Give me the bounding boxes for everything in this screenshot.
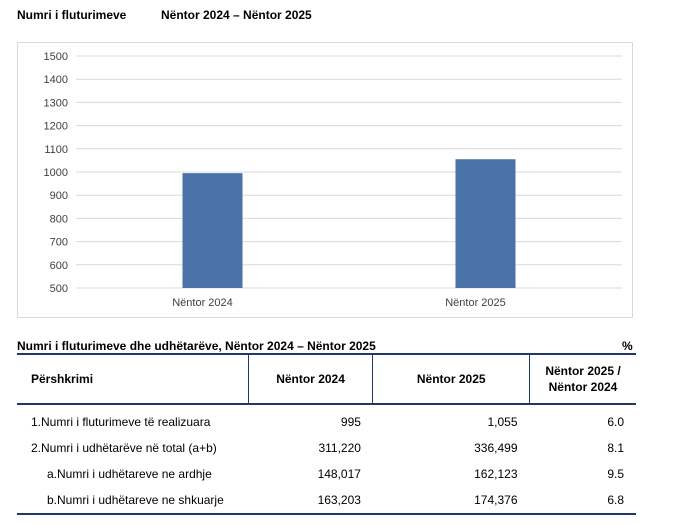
table-row: 1.Numri i fluturimeve të realizuara 995 … [17,404,636,435]
y-tick-label: 600 [50,260,68,272]
y-tick-label: 1400 [44,74,68,86]
table-row: b.Numri i udhëtareve ne shkuarje 163,203… [17,487,636,515]
row-value-change: 6.8 [529,487,636,515]
chart-title: Numri i fluturimeve Nëntor 2024 – Nëntor… [17,8,312,22]
header-description: Përshkrimi [17,353,249,405]
row-label: 2.Numri i udhëtarëve në total (a+b) [31,441,217,455]
table-row: a.Numri i udhëtareve ne ardhje 148,017 1… [17,461,636,487]
data-table: Përshkrimi Nëntor 2024 Nëntor 2025 Nënto… [17,353,636,515]
row-value-2024: 163,203 [248,487,373,515]
row-value-2024: 148,017 [317,467,361,481]
row-value-2025: 174,376 [372,487,530,515]
table-unit: % [622,339,633,353]
header-change-text: Nëntor 2025 / Nëntor 2024 [545,364,621,394]
bar-chart-svg: 500 600 700 800 900 1000 1100 1200 1300 1400 1500 N… [44,51,622,309]
row-value-change: 6.0 [607,415,624,429]
x-tick-label: Nëntor 2025 [445,297,506,309]
table-header-row: Përshkrimi Nëntor 2024 Nëntor 2025 Nënto… [17,353,636,405]
row-value-2025: 162,123 [474,467,518,481]
y-tick-label: 900 [50,190,68,202]
bar [455,159,516,288]
row-value-change: 8.1 [607,441,624,455]
row-label: 1.Numri i fluturimeve të realizuara [31,415,211,429]
row-label: a.Numri i udhëtareve ne ardhje [47,467,212,481]
row-value-2024: 995 [340,415,361,429]
header-nov-2024: Nëntor 2024 [247,353,373,405]
y-tick-label: 1300 [44,97,68,109]
row-value-2025: 1,055 [487,415,518,429]
y-tick-label: 800 [50,213,68,225]
row-label: b.Numri i udhëtareve ne shkuarje [17,487,249,515]
bar-chart: 500 600 700 800 900 1000 1100 1200 1300 1400 1500 N… [17,42,633,318]
row-value-change: 9.5 [607,467,624,481]
y-tick-label: 1000 [44,167,68,179]
y-tick-label: 1100 [44,144,68,156]
chart-title-text: Numri i fluturimeve [17,8,127,22]
table-row: 2.Numri i udhëtarëve në total (a+b) 311,… [17,435,636,461]
bar [182,173,243,288]
y-tick-label: 1200 [44,121,68,133]
table-title: Numri i fluturimeve dhe udhëtarëve, Nënt… [17,339,376,353]
chart-period: Nëntor 2024 – Nëntor 2025 [161,8,312,22]
x-tick-label: Nëntor 2024 [172,297,233,309]
y-tick-label: 700 [50,237,68,249]
y-tick-label: 1500 [44,51,68,63]
header-nov-2025: Nëntor 2025 [372,353,530,405]
header-change: Nëntor 2025 / Nëntor 2024 [529,353,636,405]
row-value-2024: 311,220 [318,441,361,455]
y-tick-label: 500 [50,283,68,295]
row-value-2025: 336,499 [474,441,518,455]
